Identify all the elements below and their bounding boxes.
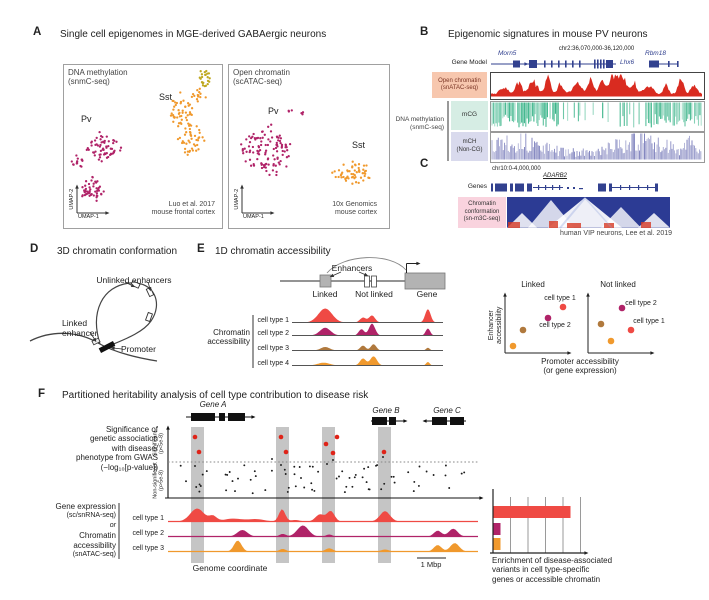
f-cell-type-1-label: cell type 1: [132, 515, 164, 522]
gene-c-label: Gene C: [433, 406, 461, 415]
snmc-seq-side-label: DNA methylation (snmC-seq): [395, 116, 444, 131]
panel-b-genome-coordinates: chr2:36,070,000-36,120,000: [558, 46, 635, 52]
e-cell-type-3-label: cell type 3: [257, 345, 289, 352]
gene-box-label: Gene: [416, 289, 438, 299]
umap-plot-box-methylation: [63, 64, 223, 229]
umap1-source-caption: Luo et al. 2017 mouse frontal cortex: [151, 201, 215, 217]
bottom-label-line-6: (snATAC-seq): [72, 551, 116, 558]
not-linked-box-label: Not linked: [355, 289, 393, 299]
gene-b-label: Gene B: [372, 406, 400, 415]
bottom-label-line-5: accessibility: [73, 541, 116, 550]
mch-track-area: [490, 132, 705, 163]
bottom-label-line-1: Gene expression: [55, 502, 116, 511]
umap2-y-axis-label: UMAP-2: [233, 188, 240, 210]
e-cell-type-1-label: cell type 1: [257, 317, 289, 324]
linked-box-label: Linked: [312, 289, 338, 299]
gene-name-rbm18: Rbm18: [645, 50, 666, 57]
umap1-y-axis-label: UMAP-2: [68, 188, 75, 210]
umap2-cluster-label-sst: Sst: [352, 140, 366, 150]
e-cell-type-2-label: cell type 2: [257, 330, 289, 337]
panel-b-title: Epigenomic signatures in mouse PV neuron…: [448, 29, 648, 40]
scatter1-point-label-ct1: cell type 1: [544, 295, 576, 302]
genome-coordinate-label: Genome coordinate: [192, 563, 268, 573]
chromatin-accessibility-label: Chromatin accessibility: [207, 328, 250, 347]
gene-name-morn5: Morn5: [498, 50, 517, 57]
panel-a-letter: A: [33, 26, 42, 38]
umap-plot-box-atac: [228, 64, 390, 229]
panel-e-letter: E: [197, 243, 205, 255]
umap1-x-axis-label: UMAP-1: [78, 214, 99, 220]
panel-d-letter: D: [30, 243, 39, 255]
unlinked-enhancers-label: Unlinked enhancers: [96, 275, 172, 285]
panel-c-genome-coordinates: chr10:0-4,000,000: [492, 166, 541, 172]
e-cell-type-4-label: cell type 4: [257, 360, 289, 367]
mch-track-label: mCH (Non-CG): [451, 132, 488, 161]
panel-e-title: 1D chromatin accessibility: [215, 246, 331, 257]
mcg-track-label: mCG: [451, 101, 488, 130]
umap2-method-label: Open chromatin (scATAC-seq): [233, 68, 290, 87]
umap1-cluster-label-pv: Pv: [81, 114, 92, 124]
gene-a-label: Gene A: [199, 400, 227, 409]
scalebar-label: 1 Mbp: [420, 560, 442, 569]
gene-name-lhx6: Lhx6: [620, 59, 635, 66]
umap2-source-caption: 10x Genomics mouse cortex: [332, 201, 377, 217]
umap2-x-axis-label: UMAP-1: [243, 214, 264, 220]
bottom-label-line-4: Chromatin: [79, 531, 116, 540]
panel-f-title: Partitioned heritability analysis of cel…: [62, 390, 369, 401]
f-cell-type-3-label: cell type 3: [132, 545, 164, 552]
panel-b-letter: B: [420, 26, 429, 38]
gene-model-label: Gene Model: [451, 59, 487, 66]
scatter1-point-label-ct2: cell type 2: [539, 322, 571, 329]
non-significant-axis-label: Non-significant (p>5e-8): [152, 462, 165, 499]
scatter2-point-label-ct2: cell type 2: [625, 300, 657, 307]
panel-c-letter: C: [420, 158, 429, 170]
mcg-track-area: [490, 101, 705, 132]
panel-a-title: Single cell epigenomes in MGE-derived GA…: [60, 29, 327, 40]
linked-enhancer-label: Linked enhancer: [62, 318, 98, 339]
f-cell-type-2-label: cell type 2: [132, 530, 164, 537]
bottom-label-line-3: or: [109, 522, 116, 529]
panel-d-title: 3D chromatin conformation: [57, 246, 178, 257]
umap1-cluster-label-sst: Sst: [159, 92, 173, 102]
enrichment-chart-caption: Enrichment of disease-associated variant…: [492, 556, 613, 584]
panel-f-letter: F: [38, 388, 46, 400]
atac-track-label: Open chromatin (snATAC-seq): [432, 72, 487, 98]
enhancers-label: Enhancers: [331, 263, 373, 273]
atac-track-area: [490, 72, 705, 100]
gwas-axis-label: Significance of genetic association with…: [76, 425, 158, 472]
chromatin-conformation-label: Chromatin conformation (sn-m3C-seq): [458, 197, 506, 228]
scatter2-point-label-ct1: cell type 1: [633, 318, 665, 325]
umap2-cluster-label-pv: Pv: [268, 106, 279, 116]
promoter-label: Promoter: [121, 344, 156, 354]
genes-row-label: Genes: [467, 183, 487, 190]
panel-c-caption: human VIP neurons, Lee et al. 2019: [560, 230, 672, 237]
scatter-y-axis-label: Enhancer accessibility: [487, 306, 503, 344]
scatter-not-linked-title: Not linked: [600, 280, 636, 289]
scatter-x-axis-label: Promoter accessibility (or gene expressi…: [541, 357, 619, 376]
bottom-label-line-2: (sc/snRNA-seq): [66, 512, 116, 519]
umap1-method-label: DNA methylation (snmC-seq): [68, 68, 128, 87]
gene-name-adarb2: ADARB2: [543, 173, 568, 179]
scatter-linked-title: Linked: [521, 280, 545, 289]
